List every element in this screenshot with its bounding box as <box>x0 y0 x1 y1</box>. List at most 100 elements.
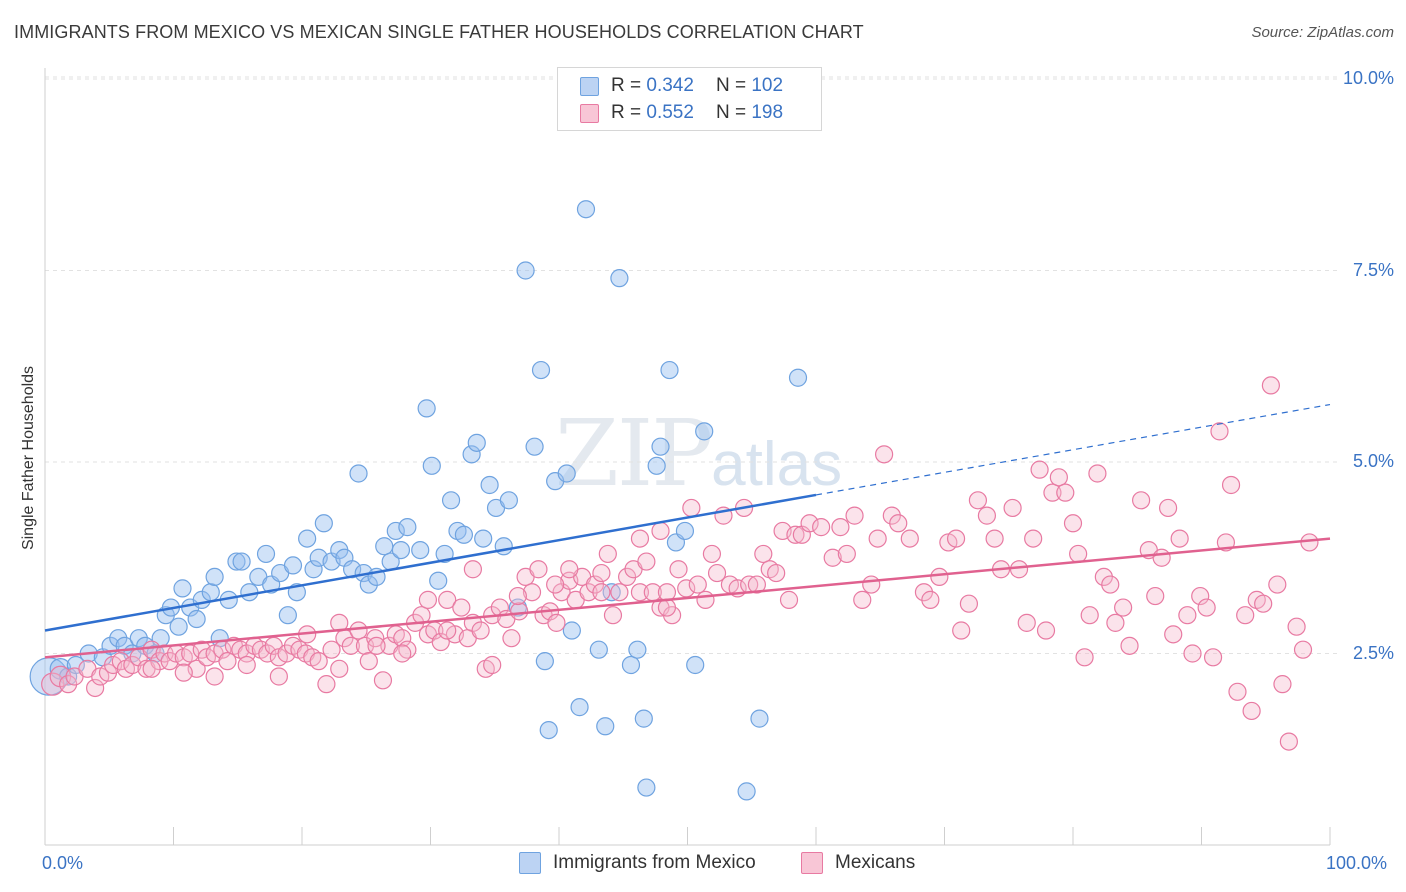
point-immigrants <box>169 617 188 636</box>
point-mexicans <box>696 590 715 609</box>
point-mexicans <box>754 544 773 564</box>
point-immigrants <box>398 518 417 537</box>
point-mexicans <box>779 590 799 609</box>
point-mexicans <box>1063 514 1083 533</box>
point-mexicans <box>393 644 412 663</box>
point-immigrants <box>462 445 481 464</box>
point-mexicans <box>930 567 949 587</box>
point-mexicans <box>1069 544 1088 564</box>
point-mexicans <box>921 590 940 609</box>
point-mexicans <box>1268 575 1287 594</box>
point-immigrants <box>227 552 246 571</box>
point-immigrants <box>240 583 259 602</box>
point-mexicans <box>431 632 450 652</box>
point-immigrants <box>695 422 714 441</box>
legend-r-label: R = <box>611 102 642 123</box>
point-mexicans <box>452 598 471 617</box>
watermark-atlas: atlas <box>711 430 843 499</box>
point-mexicans <box>1164 625 1183 644</box>
point-immigrants <box>525 437 544 456</box>
point-mexicans <box>508 586 527 606</box>
point-immigrants <box>256 544 276 564</box>
point-mexicans <box>1287 617 1306 636</box>
point-mexicans <box>786 525 805 544</box>
point-mexicans <box>1101 575 1120 594</box>
point-mexicans <box>952 621 971 640</box>
point-mexicans <box>1158 498 1178 518</box>
point-immigrants <box>359 575 378 594</box>
point-mexicans <box>1236 606 1255 625</box>
x-tick-label-min: 0.0% <box>42 853 84 873</box>
point-mexicans <box>831 518 850 537</box>
point-mexicans <box>592 583 611 602</box>
point-immigrants <box>589 640 608 659</box>
point-mexicans <box>142 659 161 678</box>
point-mexicans <box>463 560 483 579</box>
point-mexicans <box>393 629 412 648</box>
point-mexicans <box>985 529 1004 548</box>
legend-r-value: 0.342 <box>646 75 694 96</box>
point-immigrants <box>298 529 317 548</box>
point-mexicans <box>366 629 385 648</box>
legend-swatch-pink <box>580 103 599 123</box>
watermark: ZIPatlas <box>555 400 842 507</box>
point-immigrants <box>535 652 554 671</box>
point-mexicans <box>823 548 842 567</box>
point-immigrants <box>66 655 85 675</box>
point-mexicans <box>637 552 656 571</box>
point-mexicans <box>41 672 65 696</box>
watermark-zip: ZIP <box>555 400 713 507</box>
source-label: Source: ZipAtlas.com <box>1251 24 1394 41</box>
point-immigrants <box>494 537 513 556</box>
legend-n-label: N = <box>715 102 747 123</box>
point-mexicans <box>707 563 727 583</box>
point-immigrants <box>349 464 368 483</box>
point-mexicans <box>269 667 288 686</box>
point-mexicans <box>603 606 623 625</box>
point-mexicans <box>359 652 378 671</box>
point-mexicans <box>483 655 502 675</box>
point-immigrants <box>686 655 705 675</box>
point-mexicans <box>1178 606 1197 625</box>
point-mexicans <box>418 590 438 609</box>
point-mexicans <box>767 563 786 583</box>
point-immigrants <box>637 778 656 797</box>
point-mexicans <box>1210 422 1229 441</box>
point-mexicans <box>1030 460 1049 479</box>
point-mexicans <box>1106 613 1125 632</box>
point-immigrants <box>602 583 621 602</box>
point-immigrants <box>737 782 756 801</box>
point-mexicans <box>1261 376 1280 395</box>
point-mexicans <box>471 621 490 640</box>
point-mexicans <box>1279 732 1298 751</box>
point-mexicans <box>1003 498 1022 518</box>
point-mexicans <box>1009 560 1029 579</box>
point-mexicans <box>438 621 457 640</box>
y-tick-label: 10.0% <box>1342 68 1394 88</box>
point-immigrants <box>304 560 323 579</box>
point-immigrants <box>314 514 333 533</box>
point-mexicans <box>651 521 670 541</box>
point-mexicans <box>1242 701 1261 721</box>
legend-n-value: 102 <box>751 75 784 96</box>
point-immigrants <box>474 529 493 548</box>
point-mexicans <box>1075 648 1094 667</box>
y-tick-label: 7.5% <box>1352 259 1394 280</box>
legend-series-label: Immigrants from Mexico <box>553 852 756 873</box>
x-tick-label-max: 100.0% <box>1326 853 1388 873</box>
point-mexicans <box>349 621 368 640</box>
point-mexicans <box>205 667 224 686</box>
trend-line-immigrants <box>44 493 817 632</box>
point-immigrants <box>750 709 769 728</box>
point-immigrants <box>660 360 679 380</box>
point-mexicans <box>900 529 919 548</box>
legend-n-label: N = <box>715 75 747 96</box>
point-mexicans <box>853 590 872 609</box>
point-mexicans <box>309 652 328 671</box>
point-mexicans <box>1024 529 1043 548</box>
legend-n-value: 198 <box>751 102 784 123</box>
point-immigrants <box>675 521 695 541</box>
point-mexicans <box>1183 644 1202 663</box>
point-immigrants <box>391 540 411 560</box>
point-mexicans <box>1036 621 1056 640</box>
